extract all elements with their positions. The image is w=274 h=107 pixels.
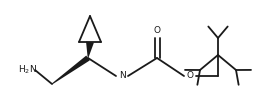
Text: H$_2$N: H$_2$N [18, 64, 37, 76]
Text: O: O [187, 71, 193, 80]
Text: O: O [153, 25, 161, 34]
Polygon shape [86, 42, 94, 58]
Polygon shape [52, 56, 90, 84]
Text: N: N [119, 71, 125, 80]
